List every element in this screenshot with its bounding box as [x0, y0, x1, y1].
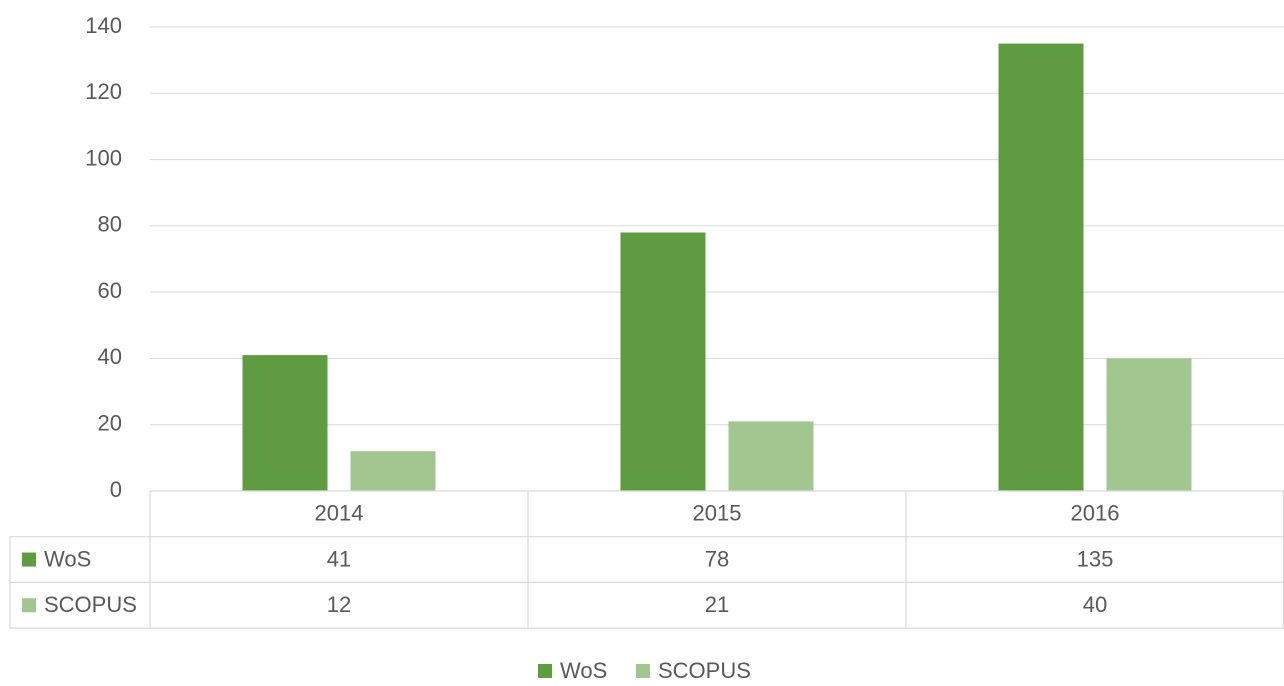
table-value: 41	[327, 546, 351, 571]
bar	[728, 421, 814, 491]
bar	[242, 355, 328, 491]
table-row-label: WoS	[44, 546, 91, 571]
x-tick-label: 2016	[1071, 501, 1120, 526]
legend-label: WoS	[560, 658, 607, 681]
bar	[350, 451, 436, 491]
table-row-label: SCOPUS	[44, 592, 137, 617]
y-tick-label: 80	[98, 212, 122, 237]
y-tick-label: 100	[85, 145, 122, 170]
y-tick-label: 20	[98, 411, 122, 436]
bar	[620, 232, 706, 491]
legend-swatch	[636, 664, 650, 678]
x-tick-label: 2015	[693, 501, 742, 526]
bar	[998, 43, 1084, 491]
bar	[1106, 358, 1192, 491]
y-tick-label: 60	[98, 278, 122, 303]
table-value: 12	[327, 592, 351, 617]
x-tick-label: 2014	[315, 501, 364, 526]
table-value: 40	[1083, 592, 1107, 617]
table-value: 21	[705, 592, 729, 617]
y-tick-label: 120	[85, 79, 122, 104]
y-tick-label: 40	[98, 344, 122, 369]
legend-label: SCOPUS	[658, 658, 751, 681]
table-legend-swatch	[22, 598, 36, 613]
table-legend-swatch	[22, 552, 36, 567]
y-tick-label: 140	[85, 13, 122, 38]
table-value: 78	[705, 546, 729, 571]
legend-swatch	[538, 664, 552, 678]
y-tick-label: 0	[110, 477, 122, 502]
table-value: 135	[1077, 546, 1114, 571]
